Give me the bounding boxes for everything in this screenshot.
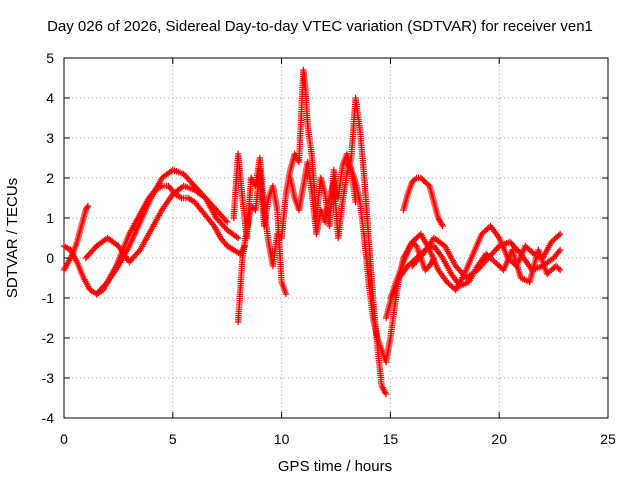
- y-tick-label: 1: [46, 210, 54, 226]
- data-series: [287, 94, 390, 398]
- data-series: [400, 174, 446, 230]
- y-tick-label: 4: [46, 90, 54, 106]
- y-tick-label: 2: [46, 170, 54, 186]
- data-point-marker: [84, 204, 91, 211]
- data-marks: [60, 66, 564, 398]
- data-point-marker: [234, 234, 242, 242]
- data-point-marker: [556, 230, 564, 238]
- data-point-marker: [418, 252, 425, 259]
- data-point-marker: [135, 248, 142, 255]
- data-point-marker: [282, 290, 290, 298]
- x-tick-label: 20: [491, 431, 507, 447]
- y-axis-label: SDTVAR / TECUs: [4, 178, 21, 298]
- data-point-marker: [424, 181, 432, 188]
- x-axis-label: GPS time / hours: [278, 458, 392, 475]
- x-tick-label: 0: [60, 431, 68, 447]
- data-series: [82, 182, 231, 266]
- x-tick-label: 25: [600, 431, 616, 447]
- data-point-marker: [382, 390, 390, 398]
- data-point-marker: [556, 266, 564, 274]
- data-series: [234, 166, 290, 326]
- y-tick-label: 3: [46, 130, 54, 146]
- data-series: [230, 66, 359, 270]
- data-point-marker: [516, 249, 523, 256]
- data-series: [408, 234, 564, 282]
- data-series: [382, 222, 564, 322]
- y-tick-label: 0: [46, 250, 54, 266]
- y-tick-label: -1: [42, 290, 55, 306]
- data-point-marker: [411, 176, 419, 183]
- y-tick-label: -3: [42, 370, 55, 386]
- plot-frame: [63, 57, 609, 419]
- data-point-marker: [84, 202, 92, 210]
- x-axis: 0 5 10 15 20 25: [60, 58, 616, 447]
- data-point-marker: [222, 217, 230, 224]
- x-tick-label: 10: [274, 431, 290, 447]
- data-series: [60, 182, 248, 298]
- y-tick-label: -4: [42, 410, 55, 426]
- data-point-marker: [439, 222, 446, 230]
- y-tick-label: 5: [46, 50, 54, 66]
- data-series: [343, 158, 438, 366]
- data-point-marker: [555, 265, 562, 272]
- plot-border: [63, 57, 609, 419]
- y-tick-label: -2: [42, 330, 55, 346]
- data-point-marker: [556, 246, 564, 254]
- data-point-marker: [224, 218, 231, 226]
- data-point-marker: [555, 232, 562, 239]
- chart-title: Day 026 of 2026, Sidereal Day-to-day VTE…: [47, 18, 593, 35]
- x-tick-label: 5: [169, 431, 177, 447]
- data-point-marker: [102, 280, 110, 287]
- x-tick-label: 15: [383, 431, 399, 447]
- y-axis: -4 -3 -2 -1 0 1 2 3 4 5: [42, 50, 608, 426]
